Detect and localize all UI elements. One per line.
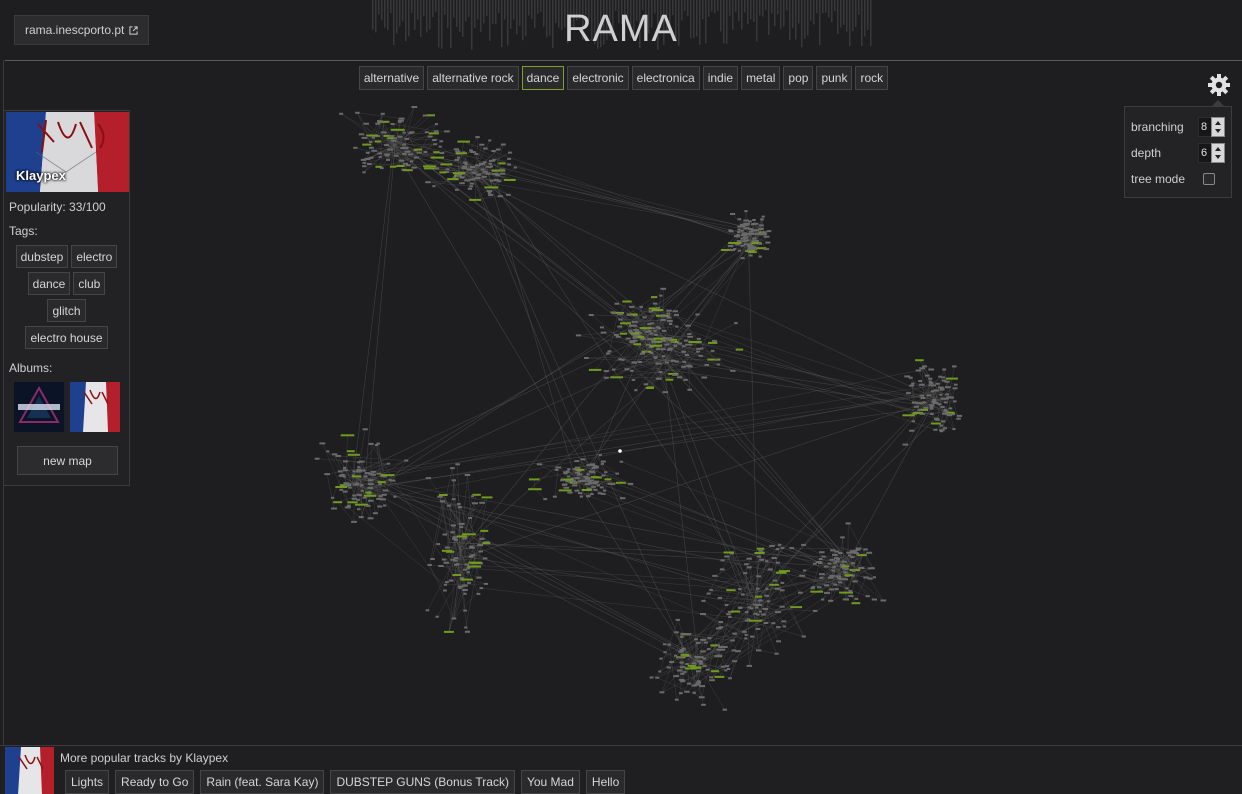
genre-tag-electronica[interactable]: electronica: [631, 66, 700, 90]
artist-thumbnail-image: [5, 747, 54, 794]
branching-row: branching 8: [1131, 117, 1225, 137]
artist-tag-electro-house[interactable]: electro house: [25, 326, 108, 349]
current-artist-node[interactable]: [618, 449, 622, 453]
popular-tracks-bar: More popular tracks by Klaypex Lights Rea…: [0, 745, 1242, 794]
genre-tag-punk[interactable]: punk: [816, 66, 853, 90]
artist-thumbnail[interactable]: [5, 747, 54, 794]
track-button[interactable]: You Mad: [520, 770, 580, 794]
depth-stepper[interactable]: 6: [1198, 143, 1225, 163]
app-title: RAMA: [564, 8, 678, 50]
branching-arrows[interactable]: [1211, 117, 1225, 137]
depth-row: depth 6: [1131, 143, 1225, 163]
artist-name: Klaypex: [16, 168, 66, 183]
genre-tag-bar: alternative alternative rock dance electron…: [0, 66, 1242, 90]
site-link-label: rama.inescporto.pt: [25, 23, 125, 37]
gear-icon[interactable]: [1207, 73, 1231, 97]
artist-sidebar: Klaypex Popularity: 33/100 Tags: dubstep…: [3, 110, 130, 486]
genre-tag-pop[interactable]: pop: [783, 66, 814, 90]
genre-tag-rock[interactable]: rock: [855, 66, 889, 90]
branching-label: branching: [1131, 120, 1184, 134]
album-art-1: [14, 382, 64, 432]
tree-mode-checkbox[interactable]: [1203, 173, 1215, 185]
track-button[interactable]: Ready to Go: [115, 770, 195, 794]
track-button[interactable]: Lights: [65, 770, 110, 794]
settings-panel: branching 8 depth 6 tree mode: [1124, 100, 1232, 198]
artist-popularity: Popularity: 33/100: [9, 200, 106, 214]
graph-edges: [317, 106, 960, 710]
audio-waveform-decoration: [372, 0, 872, 50]
albums-label: Albums:: [9, 361, 53, 375]
tree-mode-label: tree mode: [1131, 172, 1186, 186]
artist-image: Klaypex: [6, 112, 129, 192]
external-link-icon: [129, 25, 138, 35]
album-cover-1[interactable]: [14, 382, 64, 432]
tags-label: Tags:: [9, 224, 38, 238]
genre-tag-alternative[interactable]: alternative: [358, 66, 425, 90]
album-art-2: [70, 382, 120, 432]
artist-tag-row: dance club: [4, 272, 129, 295]
depth-arrows[interactable]: [1211, 143, 1225, 163]
artist-tag-dance[interactable]: dance: [27, 272, 71, 295]
branching-value[interactable]: 8: [1198, 117, 1211, 137]
artist-tag-row: glitch: [4, 299, 129, 322]
artist-tags: dubstep electro dance club glitch electro hou…: [4, 245, 129, 353]
album-cover-2[interactable]: [70, 382, 120, 432]
header-divider: [5, 60, 1242, 61]
genre-tag-metal[interactable]: metal: [741, 66, 781, 90]
genre-tag-dance[interactable]: dance: [521, 66, 565, 90]
new-map-button[interactable]: new map: [17, 446, 118, 475]
artist-tag-electro[interactable]: electro: [71, 245, 118, 268]
genre-tag-electronic[interactable]: electronic: [567, 66, 629, 90]
track-button[interactable]: DUBSTEP GUNS (Bonus Track): [330, 770, 515, 794]
artist-similarity-graph[interactable]: [285, 90, 1005, 745]
genre-tag-indie[interactable]: indie: [702, 66, 739, 90]
branching-stepper[interactable]: 8: [1198, 117, 1225, 137]
track-button[interactable]: Hello: [585, 770, 626, 794]
track-list: Lights Ready to Go Rain (feat. Sara Kay) DU…: [65, 770, 626, 794]
genre-tag-alternative-rock[interactable]: alternative rock: [427, 66, 519, 90]
artist-tag-club[interactable]: club: [73, 272, 106, 295]
graph-nodes: [314, 106, 963, 711]
artist-photo: [6, 112, 129, 192]
artist-tag-dubstep[interactable]: dubstep: [15, 245, 69, 268]
tree-mode-row: tree mode: [1131, 169, 1225, 189]
artist-tag-glitch[interactable]: glitch: [47, 299, 86, 322]
track-button[interactable]: Rain (feat. Sara Kay): [200, 770, 325, 794]
artist-tag-row: dubstep electro: [4, 245, 129, 268]
artist-tag-row: electro house: [4, 326, 129, 349]
popular-tracks-label: More popular tracks by Klaypex: [60, 751, 229, 765]
depth-label: depth: [1131, 146, 1162, 160]
site-link[interactable]: rama.inescporto.pt: [14, 15, 150, 45]
depth-value[interactable]: 6: [1198, 143, 1211, 163]
